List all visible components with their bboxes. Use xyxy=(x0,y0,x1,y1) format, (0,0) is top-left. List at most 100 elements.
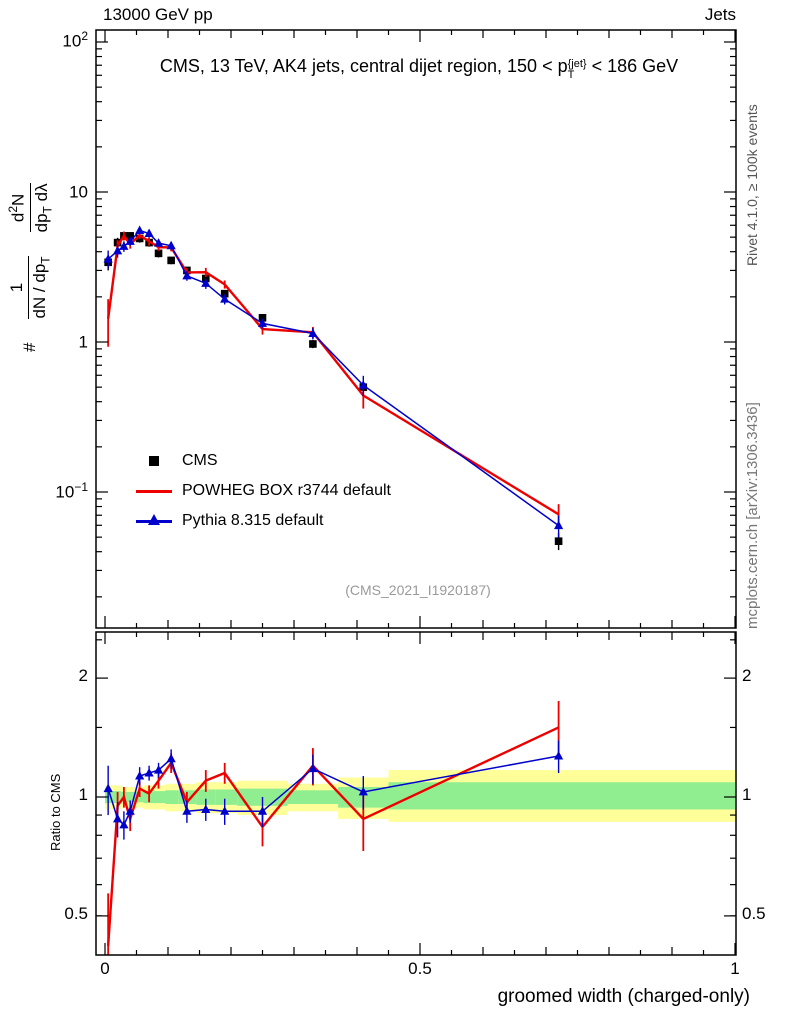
pythia-triangle-marker xyxy=(119,819,129,829)
pythia-triangle-marker xyxy=(257,318,268,327)
cms-square-marker xyxy=(154,249,163,258)
pythia-triangle-marker xyxy=(135,225,145,234)
pythia-triangle-marker xyxy=(113,813,123,823)
pythia-triangle-marker xyxy=(308,763,318,773)
cms-square-marker xyxy=(554,537,563,545)
frac2-den-sub: T xyxy=(40,206,55,214)
pythia-triangle-marker xyxy=(166,240,176,250)
pythia-triangle-marker xyxy=(144,228,154,237)
pythia-triangle-marker xyxy=(308,328,318,337)
main-panel-series xyxy=(103,225,564,551)
tick-base: 10 xyxy=(55,482,75,502)
axis-ticks xyxy=(96,30,736,955)
pythia-triangle-marker xyxy=(201,804,211,813)
band-green-bin xyxy=(153,791,166,804)
frac2-den-text: dp xyxy=(31,213,51,233)
pythia-triangle-marker xyxy=(257,806,268,815)
main-ytick-10: 10 xyxy=(24,180,88,203)
pythia-triangle-marker xyxy=(358,380,368,389)
band-green-bin xyxy=(127,791,135,803)
band-green-bin xyxy=(287,790,339,805)
pythia-triangle-marker xyxy=(166,753,176,763)
plot-title: CMS, 13 TeV, AK4 jets, central dijet reg… xyxy=(98,56,740,81)
cms-square-marker xyxy=(309,340,317,348)
main-panel-frame xyxy=(95,29,737,629)
legend-item-cms: CMS xyxy=(136,446,391,476)
main-ytick-1: 1 xyxy=(24,330,88,353)
mcplots-reference-label: mcplots.cern.ch [arXiv:1306.3436] xyxy=(744,402,761,629)
pt-jet-supsub: {jet} T xyxy=(568,59,587,81)
ratio-ytick-left-1: 1 xyxy=(78,785,88,804)
main-ytick-1e-1: 10−1 xyxy=(24,480,88,503)
tick-exp: 2 xyxy=(81,29,88,43)
main-ytick-1e2: 102 xyxy=(24,29,88,52)
ratio-ytick-right-1: 1 xyxy=(742,785,752,804)
ratio-ytick-left-2: 2 xyxy=(78,666,88,685)
pythia-triangle-marker xyxy=(125,236,135,245)
ratio-ytick-right-05: 0.5 xyxy=(742,904,766,923)
frac1-den-text: dN / dp xyxy=(30,263,50,319)
powheg-ratio-line xyxy=(106,726,560,946)
cms-square-marker xyxy=(258,313,267,322)
xtick-05: 0.5 xyxy=(408,959,432,978)
cms-square-marker xyxy=(220,289,229,298)
plot-title-prefix: CMS, 13 TeV, AK4 jets, central dijet reg… xyxy=(159,56,568,76)
pythia-triangle-marker xyxy=(201,278,211,287)
legend-item-pythia: Pythia 8.315 default xyxy=(136,506,391,536)
pythia-triangle-marker xyxy=(103,254,113,263)
tick-base: 10 xyxy=(69,182,88,202)
pythia-triangle-marker xyxy=(554,520,564,530)
xtick-1: 1 xyxy=(730,959,740,978)
band-green-bin xyxy=(215,789,238,805)
frac1-den-sub: T xyxy=(38,256,53,264)
frac1-numerator: 1 xyxy=(7,256,30,319)
tick-base: 1 xyxy=(78,332,88,352)
cms-square-marker xyxy=(167,256,175,265)
tick-exp: −1 xyxy=(74,480,88,494)
uncertainty-bands xyxy=(105,770,735,822)
legend-label-cms: CMS xyxy=(182,452,218,469)
x-axis-title: groomed width (charged-only) xyxy=(497,986,750,1007)
pythia-triangle-marker xyxy=(103,783,113,793)
pythia-triangle-marker xyxy=(119,241,129,250)
frac1-denominator: dN / dpT xyxy=(29,256,52,318)
pythia-triangle-marker xyxy=(153,238,164,247)
beam-energy-label: 13000 GeV pp xyxy=(103,5,213,24)
ratio-y-axis-label: Ratio to CMS xyxy=(48,773,63,851)
legend-label-powheg: POWHEG BOX r3744 default xyxy=(182,482,391,499)
frac2-num-sup: 2 xyxy=(6,205,20,213)
series-pythia xyxy=(103,225,564,538)
band-green-bin xyxy=(112,791,121,804)
rivet-version-label: Rivet 4.1.0, ≥ 100k events xyxy=(744,104,760,266)
analysis-id-watermark: (CMS_2021_I1920187) xyxy=(345,582,491,598)
pythia-triangle-marker xyxy=(554,750,564,760)
pythia-triangle-marker xyxy=(358,786,368,796)
cms-square-marker xyxy=(126,232,134,240)
pythia-triangle-marker xyxy=(144,768,154,777)
band-green-bin xyxy=(165,790,179,805)
frac2-num-text: d xyxy=(8,212,28,223)
pt-subscript: T xyxy=(567,69,575,81)
process-label: Jets xyxy=(704,5,736,24)
pythia-triangle-marker-icon xyxy=(136,513,172,529)
plot-title-suffix: < 186 GeV xyxy=(586,56,679,76)
cms-square-marker-icon xyxy=(136,453,172,469)
xtick-0: 0 xyxy=(100,959,110,978)
pythia-triangle-marker xyxy=(182,806,192,815)
pythia-triangle-marker xyxy=(220,806,230,815)
ratio-panel-series xyxy=(103,701,564,955)
tick-base: 10 xyxy=(62,31,82,51)
band-green-bin xyxy=(134,791,144,803)
ratio-ytick-left-05: 0.5 xyxy=(64,904,88,923)
powheg-line-marker-icon xyxy=(136,483,172,499)
main-y-axis-label: # 1 dN / dpT d2N dpT dλ xyxy=(6,183,54,352)
band-green-bin xyxy=(196,789,216,805)
pythia-triangle-marker xyxy=(153,765,164,774)
pythia-triangle-marker xyxy=(113,245,123,255)
pt-superscript: {jet} xyxy=(567,58,587,70)
ratio-panel-frame xyxy=(95,631,737,956)
ratio-ytick-right-2: 2 xyxy=(742,666,752,685)
legend-label-pythia: Pythia 8.315 default xyxy=(182,512,324,529)
